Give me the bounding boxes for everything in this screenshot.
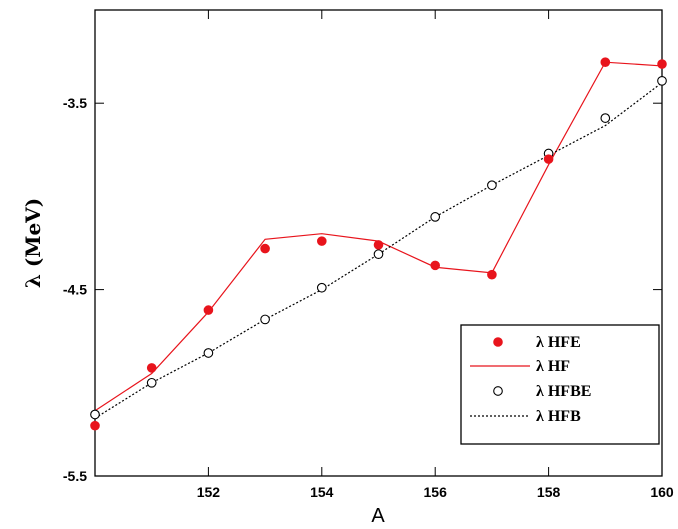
x-axis-title: A [371, 505, 385, 527]
data-point-hfbe [146, 377, 157, 388]
data-point-hfbe [373, 249, 384, 260]
x-tick-label: 154 [310, 484, 334, 500]
legend-label-hfb: λ HFB [536, 408, 581, 425]
y-tick-label: -4.5 [63, 282, 87, 298]
data-point-hfe [90, 420, 100, 431]
x-tick-label: 160 [650, 484, 674, 500]
y-axis-title: λ (MeV) [21, 198, 45, 288]
data-point-hfbe [487, 180, 497, 191]
legend-label-hfbe: λ HFBE [536, 383, 591, 400]
legend-label-hf: λ HF [536, 358, 570, 375]
data-point-hfe [487, 269, 497, 280]
legend-marker-hfe [493, 337, 503, 347]
x-tick-label: 156 [424, 484, 448, 500]
y-tick-label: -3.5 [63, 95, 87, 111]
legend-marker-hfbe [493, 386, 503, 396]
data-point-hfbe [316, 282, 327, 293]
series-line-hfb [94, 82, 663, 419]
x-tick-label: 158 [537, 484, 561, 500]
data-point-hfe [430, 260, 441, 271]
data-point-hfe [373, 240, 384, 250]
data-point-hfbe [600, 113, 611, 123]
data-point-hfe [543, 154, 554, 164]
data-point-hfbe [657, 75, 667, 86]
data-point-hfe [146, 363, 157, 373]
data-point-hfe [317, 236, 327, 246]
legend-box [460, 324, 660, 445]
data-point-hfe [260, 243, 270, 254]
data-point-hfe [600, 57, 611, 67]
data-point-hfbe [430, 212, 441, 222]
axis-ticks: 152 154 156 158 160 -5.5 -4.5 -3.5 [63, 10, 674, 500]
data-point-hfe [203, 305, 214, 315]
data-point-hfe [657, 59, 667, 69]
data-point-hfbe [260, 314, 270, 325]
series-layer [90, 57, 667, 431]
data-point-hfbe [203, 348, 214, 358]
legend-label-hfe: λ HFE [536, 334, 581, 351]
y-tick-label: -5.5 [63, 468, 87, 484]
legend: λ HFE λ HF λ HFBE λ HFB [460, 324, 660, 445]
plot-frame [94, 9, 663, 477]
x-tick-label: 152 [197, 484, 221, 500]
data-point-hfbe [90, 409, 100, 420]
legend-entries: λ HFE λ HF λ HFBE λ HFB [470, 334, 591, 425]
